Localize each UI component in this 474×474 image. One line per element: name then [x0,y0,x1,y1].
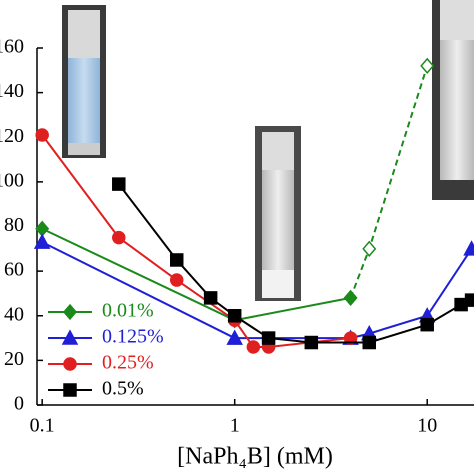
legend-label: 0.125% [102,326,164,348]
y-tick-label: 40 [4,303,24,325]
marker [169,273,184,287]
marker [112,230,126,245]
y-tick-label: 0 [14,393,24,415]
marker [343,331,358,345]
y-tick-label: 160 [0,36,24,58]
y-tick-label: 100 [0,169,24,191]
x-axis-label: [NaPh₄B] (mM) [177,444,333,470]
series-line [41,134,351,348]
y-tick-label: 120 [0,125,24,147]
y-tick-label: 60 [4,259,24,281]
marker [61,329,79,345]
marker [246,340,261,354]
marker [226,329,243,345]
legend-label: 0.01% [102,300,154,322]
photo [432,0,474,200]
series-line [41,227,351,322]
marker [227,309,242,323]
y-tick-label: 80 [4,214,24,236]
marker [35,128,49,142]
marker [261,331,276,345]
marker [420,317,434,332]
marker [112,177,126,191]
marker [464,293,474,307]
x-tick-label: 10 [417,415,437,437]
series-line [117,183,472,344]
x-tick-label: 0.1 [30,415,55,437]
marker [463,240,474,256]
y-tick-label: 140 [0,80,24,102]
marker [304,335,319,350]
series-line-dashed [349,65,429,299]
series-line [41,241,473,340]
marker [420,57,435,75]
y-tick-label: 20 [4,348,24,370]
marker [169,253,184,267]
photo [62,5,106,158]
marker [362,240,377,257]
marker [63,303,77,321]
photo [255,126,301,301]
marker [203,291,218,305]
marker [362,335,377,350]
legend-label: 0.25% [102,352,154,374]
marker [63,383,77,397]
legend-label: 0.5% [102,378,144,400]
marker [33,233,51,249]
marker [63,357,77,371]
marker [343,289,358,307]
x-tick-label: 1 [230,415,240,437]
